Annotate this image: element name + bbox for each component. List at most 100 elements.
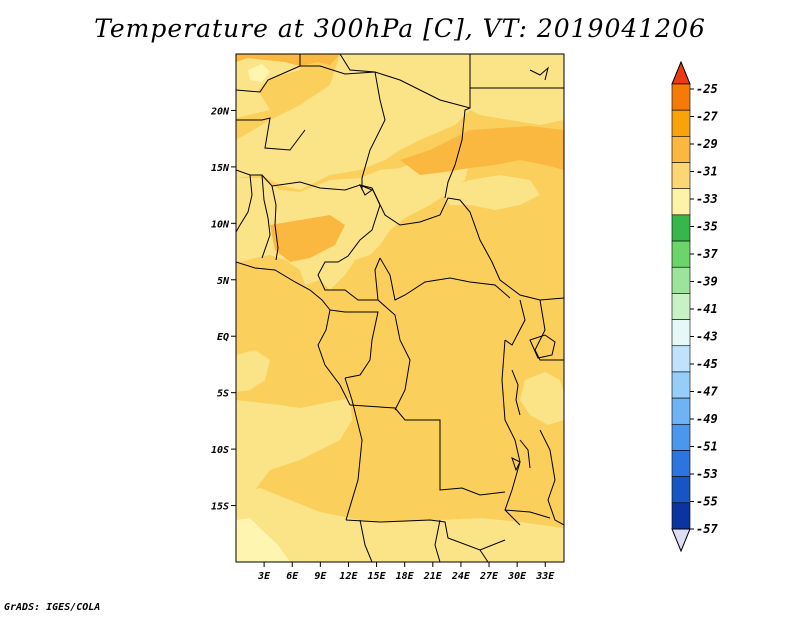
border-line <box>329 309 379 379</box>
colorbar-swatch <box>671 83 691 111</box>
contour-band-33-31 <box>236 398 352 500</box>
colorbar-label: -51 <box>696 440 718 454</box>
border-line <box>479 549 489 562</box>
border-line <box>349 404 506 496</box>
colorbar-label: -27 <box>696 110 718 124</box>
colorbar-label: -33 <box>696 192 718 206</box>
colorbar-swatch <box>671 136 691 163</box>
colorbar-swatch <box>671 502 691 530</box>
colorbar-swatch <box>671 476 691 504</box>
colorbar-label: -35 <box>696 220 718 234</box>
colorbar-swatch <box>671 188 691 216</box>
lon-tick-label: 9E <box>314 571 327 582</box>
contour-band-33-31 <box>470 54 564 125</box>
colorbar-swatch <box>671 240 691 268</box>
contour-band-33-31 <box>236 488 564 562</box>
colorbar-bottom-arrow <box>671 528 691 553</box>
colorbar-swatch <box>671 214 691 242</box>
contour-band-31-29 <box>400 126 564 175</box>
border-line <box>501 339 521 526</box>
colorbar-label: -37 <box>696 247 718 261</box>
colorbar-swatch <box>671 423 691 451</box>
lon-tick-label: 27E <box>479 571 499 582</box>
border-line <box>236 174 253 233</box>
colorbar-label: -53 <box>696 467 718 481</box>
border-line <box>299 54 386 190</box>
border-line <box>444 107 471 199</box>
lat-tick-label: EQ <box>217 332 229 343</box>
latitude-axis: 20N 15N 10N 5N EQ 5S 10S 15S <box>210 106 236 513</box>
lat-tick-label: 10S <box>211 445 229 456</box>
colorbar-swatch <box>671 266 691 294</box>
contour-band-33-31 <box>236 54 470 190</box>
colorbar-swatch <box>671 109 691 137</box>
contour-band-33-31 <box>236 350 270 392</box>
border-line <box>236 169 373 191</box>
border-line <box>374 54 471 109</box>
contour-band-31-29 <box>236 54 340 66</box>
colorbar-label: -55 <box>696 495 718 509</box>
contour-band-31-29 <box>270 215 345 262</box>
colorbar-label: -47 <box>696 385 718 399</box>
lat-tick-label: 10N <box>211 219 230 230</box>
colorbar-label: -49 <box>696 412 718 426</box>
colorbar-label: -41 <box>696 302 718 316</box>
border-line <box>379 257 511 301</box>
border-line <box>236 65 301 93</box>
colorbar-swatch <box>671 319 691 347</box>
lon-tick-label: 24E <box>451 571 471 582</box>
lat-tick-label: 15N <box>211 163 230 174</box>
colorbar-label: -31 <box>696 165 718 179</box>
border-line <box>339 54 376 73</box>
colorbar-swatch <box>671 450 691 477</box>
contour-band-33-31 <box>520 372 564 425</box>
lake-outline <box>358 184 374 196</box>
colorbar-swatch <box>671 397 691 425</box>
border-line <box>236 117 306 151</box>
border-line <box>271 185 279 261</box>
coastline <box>236 261 351 406</box>
colorbar-swatch <box>671 371 691 399</box>
lat-tick-label: 5N <box>217 276 230 287</box>
border-line <box>434 519 441 562</box>
border-line <box>344 377 363 521</box>
lon-tick-label: 21E <box>423 571 443 582</box>
contour-band-33-31 <box>440 175 540 210</box>
map-title: Temperature at 300hPa [C], VT: 201904120… <box>94 14 706 43</box>
border-line <box>539 429 564 526</box>
lat-tick-label: 15S <box>211 502 229 513</box>
lake-outline <box>529 334 556 359</box>
grads-credit: GrADS: IGES/COLA <box>4 602 101 613</box>
lon-tick-label: 12E <box>339 571 358 582</box>
colorbar-label: -57 <box>696 522 718 536</box>
border-line <box>534 299 564 361</box>
colorbar-top-arrow <box>671 60 691 85</box>
colorbar-swatch <box>671 162 691 190</box>
colorbar-swatch <box>671 293 691 320</box>
map-plot-area <box>236 54 564 562</box>
lon-tick-label: 3E <box>257 571 271 582</box>
border-line <box>374 257 381 301</box>
colorbar-label: -29 <box>696 137 718 151</box>
border-line <box>377 299 411 411</box>
lake-outline <box>511 457 521 472</box>
colorbar-label: -25 <box>696 82 718 96</box>
lon-tick-label: 33E <box>535 571 555 582</box>
lon-tick-label: 15E <box>368 571 387 582</box>
contour-band-35-33 <box>236 518 290 562</box>
colorbar-label: -43 <box>696 330 718 344</box>
contour-band-35-33 <box>248 64 270 82</box>
lake-outline <box>511 369 521 416</box>
longitude-axis: 3E 6E 9E 12E 15E 18E 21E 24E 27E 30E 33E <box>257 562 555 582</box>
colorbar-label: -45 <box>696 357 718 371</box>
lat-tick-label: 20N <box>210 106 230 117</box>
border-line <box>359 519 373 562</box>
border-line <box>504 509 551 519</box>
colorbar-label: -39 <box>696 275 718 289</box>
lon-tick-label: 18E <box>396 571 415 582</box>
lake-outline <box>519 439 531 469</box>
border-line <box>371 187 564 301</box>
lon-tick-label: 30E <box>507 571 527 582</box>
colorbar-swatch <box>671 345 691 373</box>
